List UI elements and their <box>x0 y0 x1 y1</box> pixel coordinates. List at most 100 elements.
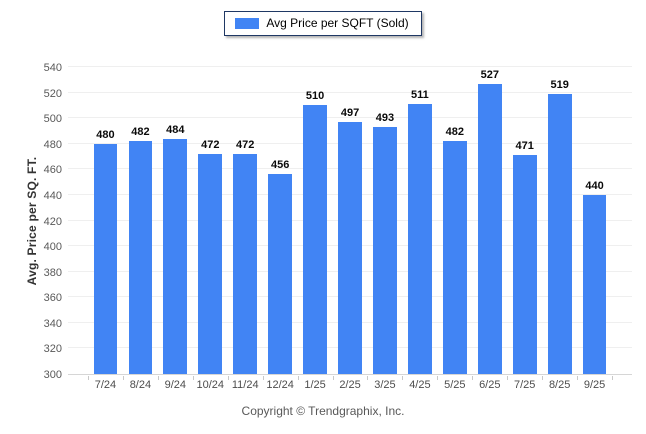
x-tick-label: 12/24 <box>266 379 294 391</box>
bar <box>477 83 502 374</box>
bar-value-label: 527 <box>480 68 499 81</box>
axis-tick <box>507 376 509 380</box>
y-tick-label: 340 <box>43 317 62 330</box>
legend: Avg Price per SQFT (Sold) <box>0 11 646 36</box>
bar-value-label: 472 <box>236 138 255 151</box>
bar <box>128 141 153 374</box>
bar-column: 493 <box>368 68 403 374</box>
y-tick-label: 500 <box>43 113 62 126</box>
bar-column: 480 <box>88 68 123 374</box>
x-tick-label: 7/25 <box>514 379 536 391</box>
bar-value-label: 471 <box>515 140 534 153</box>
bar-column: 497 <box>333 68 368 374</box>
x-tick-label: 2/25 <box>339 379 361 391</box>
axis-tick <box>437 376 439 380</box>
bar-value-label: 482 <box>445 126 465 139</box>
bars-container: 480 482 484 472 472 456 510 497 493 511 482 527 471 5… <box>88 68 612 374</box>
y-axis-tick-labels: 540 520 500 480 460 440 420 400 380 360 340 320 300 <box>28 62 62 381</box>
bar-column: 472 <box>193 68 228 374</box>
bar-value-label: 440 <box>585 179 604 192</box>
axis-tick <box>612 376 613 380</box>
y-tick-label: 460 <box>43 164 62 177</box>
bar-column: 511 <box>402 68 437 374</box>
bar-column: 471 <box>507 68 542 374</box>
bar-column: 519 <box>542 68 577 374</box>
bar-value-label: 510 <box>305 90 325 103</box>
legend-swatch-icon <box>235 18 260 29</box>
axis-tick <box>227 376 229 380</box>
axis-tick <box>122 376 124 380</box>
y-tick-label: 540 <box>43 62 62 74</box>
x-tick-label: 5/25 <box>444 379 466 391</box>
bar <box>198 153 223 374</box>
copyright-text: Copyright © Trendgraphix, Inc. <box>241 404 405 418</box>
x-tick-label: 8/25 <box>548 379 571 391</box>
axis-tick <box>332 376 334 380</box>
plot-area: 480 482 484 472 472 456 510 497 493 511 482 527 471 5… <box>68 66 632 375</box>
x-tick-label: 11/24 <box>231 379 259 391</box>
y-tick-label: 520 <box>43 87 62 100</box>
y-tick-label: 420 <box>43 215 62 228</box>
x-tick-label: 10/24 <box>196 379 225 391</box>
bar-column: 456 <box>263 68 298 374</box>
bar <box>303 105 327 374</box>
bar-value-label: 456 <box>270 159 290 172</box>
bar-value-label: 497 <box>340 107 360 120</box>
bar-value-label: 519 <box>550 78 569 91</box>
axis-tick <box>192 376 194 380</box>
bar <box>408 104 432 374</box>
legend-label: Avg Price per SQFT (Sold) <box>266 16 409 30</box>
bar-column: 472 <box>228 68 263 374</box>
y-tick-label: 320 <box>43 343 62 356</box>
axis-tick <box>157 376 159 380</box>
axis-tick <box>297 376 299 380</box>
bar-column: 510 <box>298 68 333 374</box>
axis-tick <box>402 376 404 380</box>
bar <box>268 174 293 374</box>
x-axis-tick-labels: 7/24 8/24 9/24 10/24 11/24 12/24 1/25 2/25 3/25 4… <box>88 379 612 391</box>
bar <box>163 138 188 374</box>
bar <box>93 143 118 374</box>
axis-tick <box>262 376 264 380</box>
bar-value-label: 482 <box>131 126 150 139</box>
bar <box>442 141 467 374</box>
x-tick-label: 9/24 <box>164 379 187 391</box>
gridline <box>68 91 632 93</box>
axis-tick <box>472 376 474 380</box>
y-tick-label: 380 <box>43 266 62 279</box>
y-tick-label: 360 <box>43 292 62 305</box>
x-tick-label: 7/24 <box>94 379 117 391</box>
gridline <box>68 117 632 119</box>
y-tick-label: 440 <box>43 189 62 202</box>
axis-tick <box>88 376 89 380</box>
y-tick-label: 300 <box>43 369 62 381</box>
x-tick-label: 4/25 <box>409 379 431 391</box>
bar-column: 527 <box>472 68 507 374</box>
bar-column: 440 <box>577 68 612 374</box>
bar <box>512 155 537 374</box>
bar <box>373 127 397 374</box>
bar-value-label: 484 <box>166 123 185 136</box>
bar-column: 482 <box>437 68 472 374</box>
bar <box>547 93 572 374</box>
x-tick-label: 8/24 <box>129 379 152 391</box>
gridline <box>68 66 632 67</box>
bar-column: 484 <box>158 68 193 374</box>
axis-tick <box>542 376 544 380</box>
x-tick-label: 1/25 <box>304 379 326 391</box>
x-tick-label: 6/25 <box>479 379 501 391</box>
x-tick-label: 3/25 <box>374 379 396 391</box>
bar-value-label: 472 <box>201 138 220 151</box>
bar-column: 482 <box>123 68 158 374</box>
axis-tick <box>367 376 369 380</box>
bar-value-label: 493 <box>375 112 395 125</box>
y-tick-label: 480 <box>43 138 62 151</box>
x-tick-label: 9/25 <box>583 379 606 391</box>
bar <box>338 122 362 374</box>
x-axis-ticks <box>88 375 613 380</box>
bar <box>582 194 607 374</box>
bar-value-label: 511 <box>411 89 429 102</box>
bar <box>233 153 258 374</box>
axis-tick <box>577 376 579 380</box>
